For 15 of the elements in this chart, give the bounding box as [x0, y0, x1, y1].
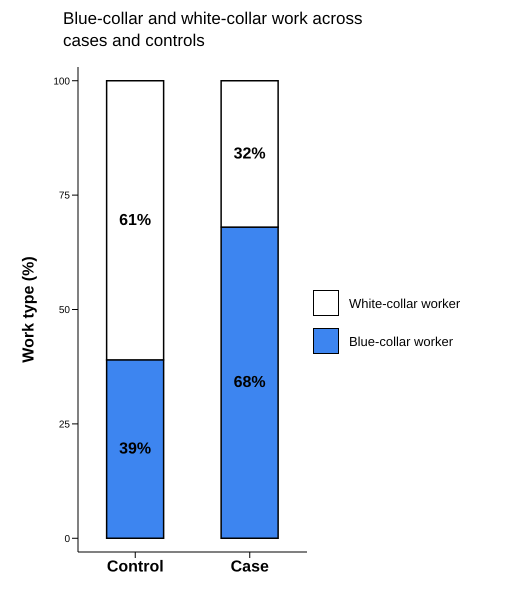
y-tick-label: 0 [64, 534, 70, 545]
legend-label: Blue-collar worker [349, 334, 454, 348]
data-label: 32% [234, 145, 266, 162]
data-label: 61% [119, 212, 152, 229]
y-tick-label: 25 [58, 419, 70, 430]
y-axis-title: Work type (%) [20, 256, 38, 363]
chart-title: Blue-collar and white-collar work across cases and controls [63, 8, 363, 52]
legend-label: White-collar worker [349, 296, 460, 310]
x-tick-label: Control [106, 558, 164, 576]
y-tick-label: 75 [58, 190, 70, 202]
y-tick-label: 100 [53, 76, 70, 88]
data-label: 39% [119, 440, 152, 458]
data-label: 68% [234, 374, 266, 392]
y-tick-label: 50 [58, 305, 70, 316]
x-tick-label: Case [230, 558, 269, 576]
